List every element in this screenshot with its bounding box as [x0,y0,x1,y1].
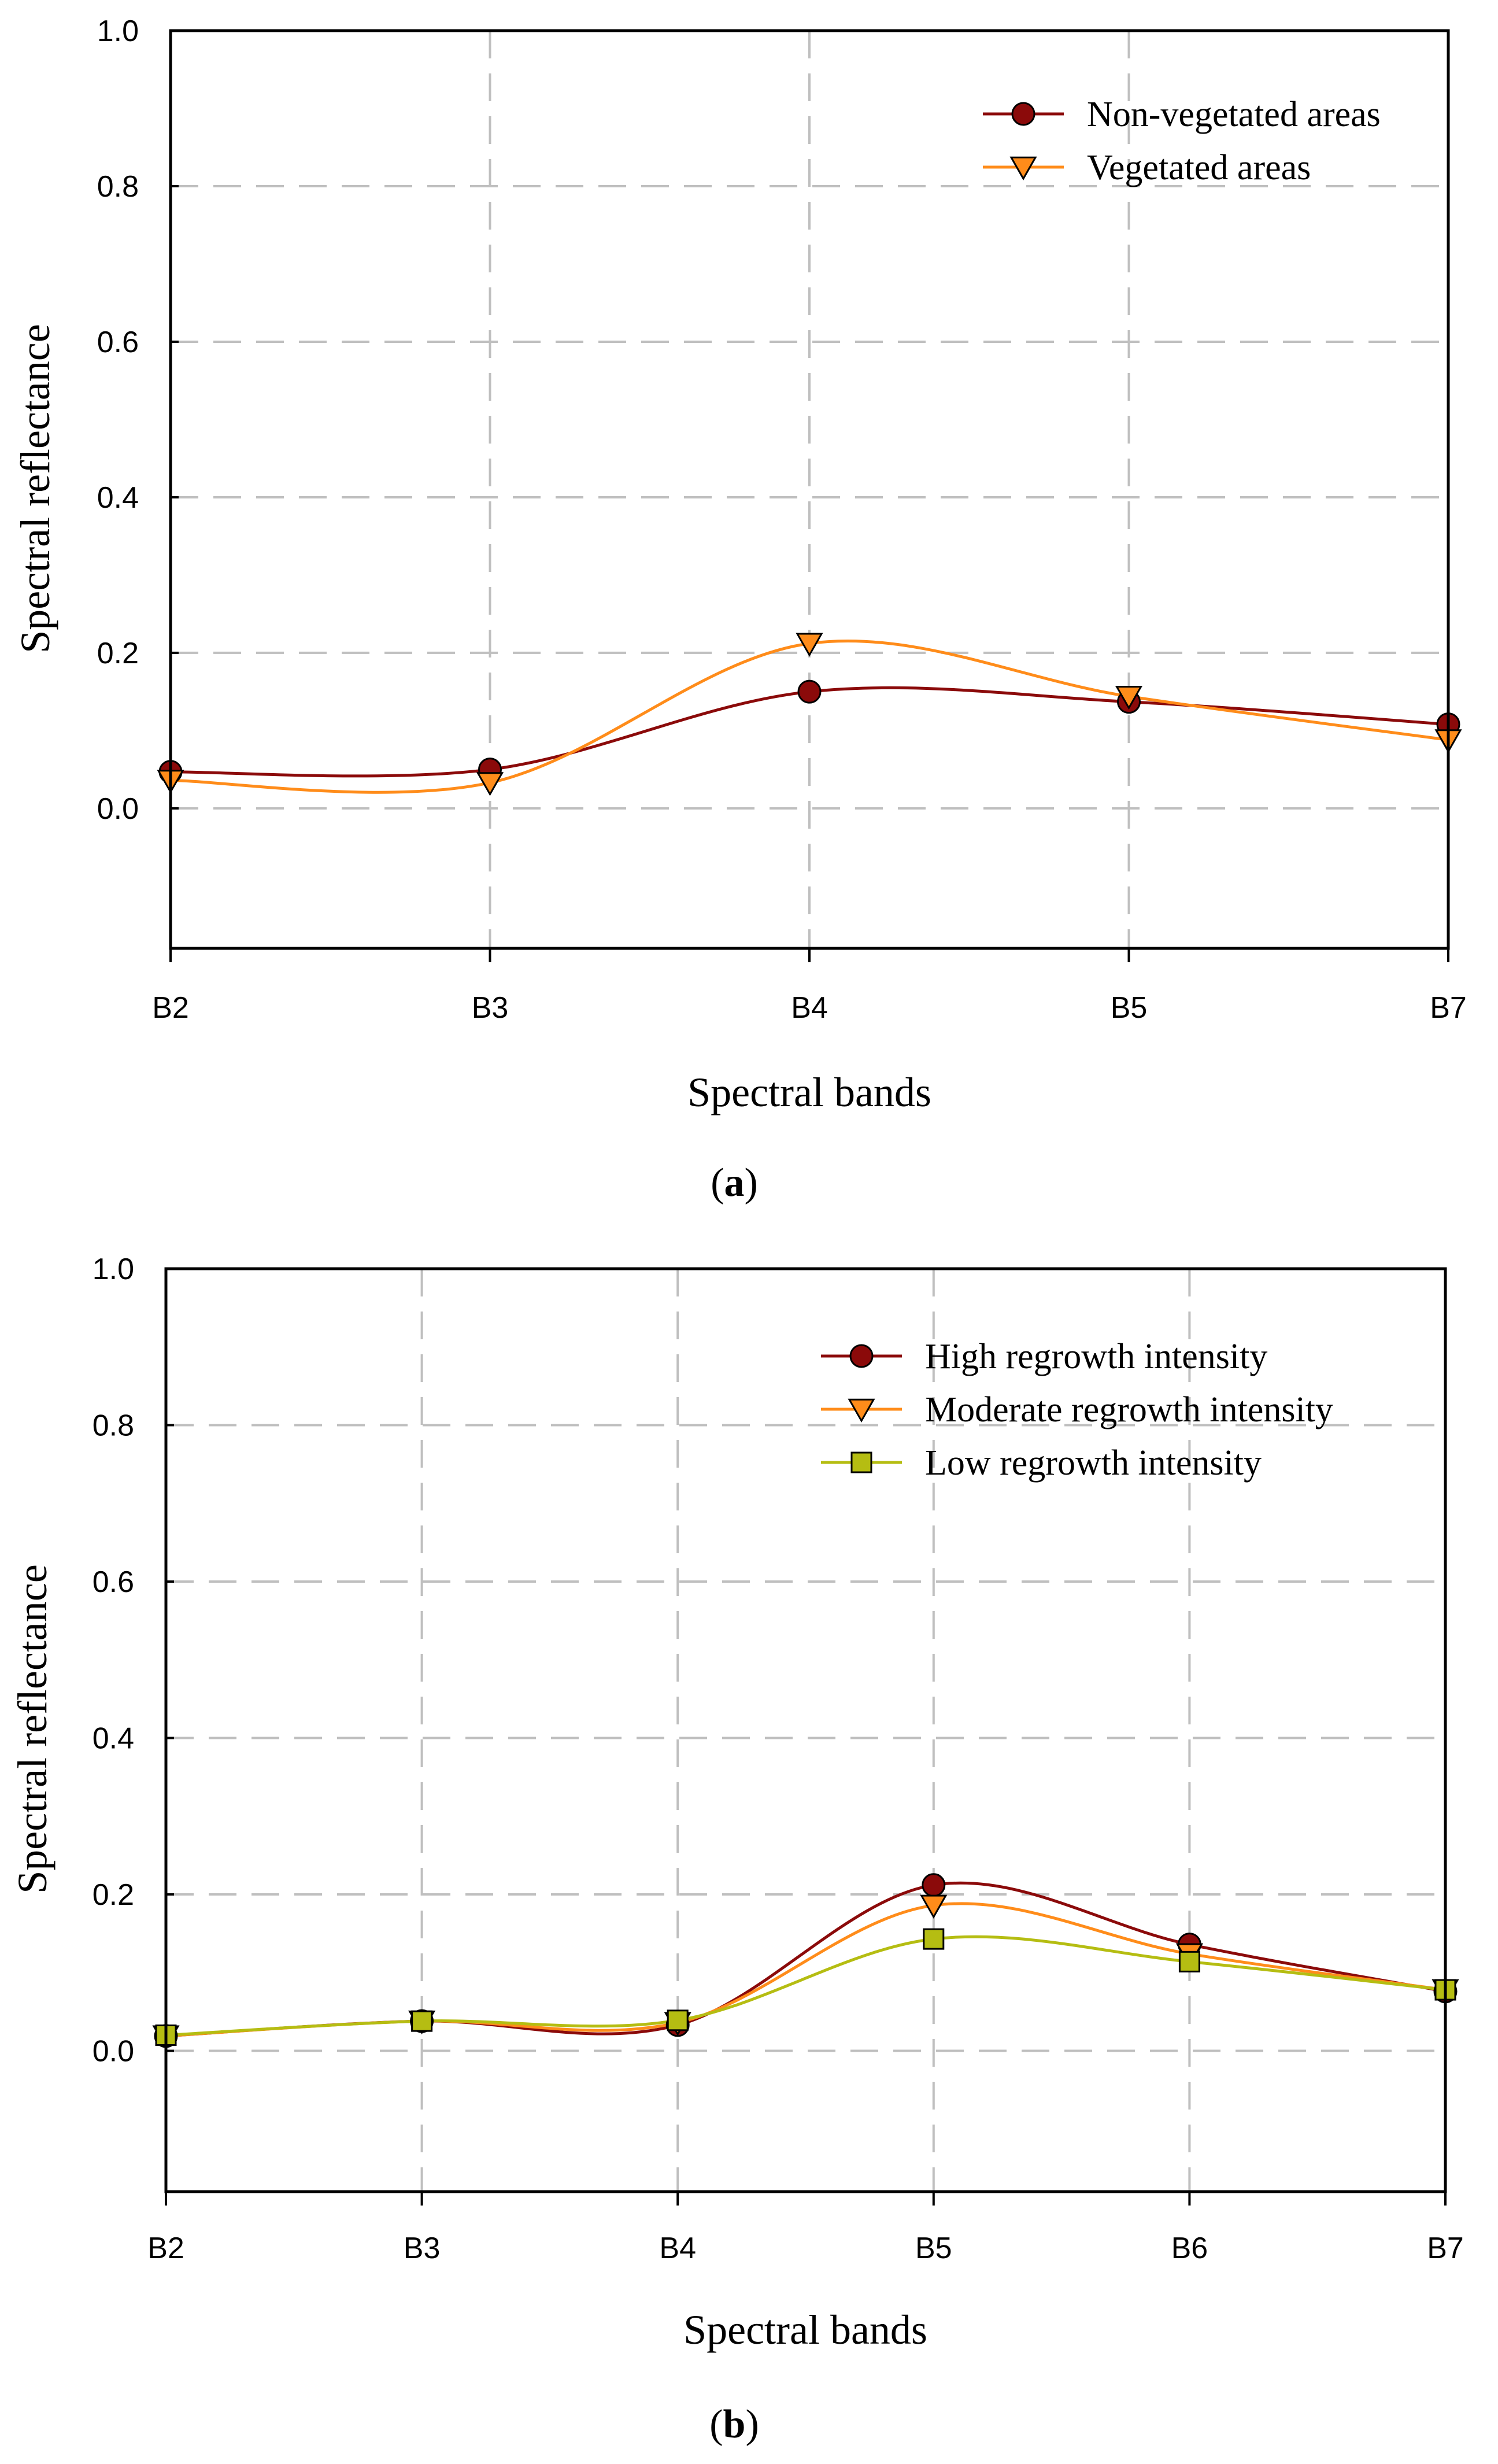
chart-b-series-2-point-2 [667,2009,689,2031]
chart-b-legend-marker-2 [850,1451,872,1473]
chart-b-series-2-point-3 [923,1928,945,1950]
chart-a-y-axis-label: Spectral reflectance [12,324,58,653]
chart-b-x-tick-label: B2 [147,2232,184,2265]
chart-b-x-tick-label: B5 [915,2232,952,2265]
chart-a-x-tick-label: B4 [791,991,828,1025]
chart-b-legend-label-2: Low regrowth intensity [925,1443,1262,1483]
chart-b-series-2-point-1 [411,2010,433,2032]
chart-b-x-tick-labels: B2 B3 B4 B5 B6 B7 [147,2232,1464,2265]
chart-b-legend-marker-1 [848,1398,875,1423]
chart-a-legend: Non-vegetated areas Vegetated areas [983,95,1381,187]
chart-a-legend-label-0: Non-vegetated areas [1087,95,1381,134]
chart-a-x-tick-label: B5 [1111,991,1148,1025]
chart-a-caption: (a) [711,1161,758,1205]
chart-b-y-tick-label: 0.0 [93,2035,134,2068]
chart-b-y-tick-labels: 0.0 0.2 0.4 0.6 0.8 1.0 [93,1253,134,2068]
chart-a-series-0-point-2 [797,679,822,704]
chart-b-legend: High regrowth intensity Moderate regrowth… [821,1337,1333,1483]
chart-a-series-1-point-3 [1115,685,1143,710]
chart-a-series-1-point-2 [796,633,823,657]
chart-a-y-tick-label: 0.0 [97,792,139,826]
chart-a-legend-marker-0 [1011,102,1035,126]
chart-b-y-axis-label: Spectral reflectance [9,1564,56,1894]
chart-a-legend-marker-1 [1009,156,1037,180]
chart-a-y-tick-label: 0.4 [97,481,139,515]
chart-b-legend-label-0: High regrowth intensity [925,1337,1267,1376]
chart-b-grid [166,1269,1445,2192]
chart-b-x-tick-label: B4 [659,2232,696,2265]
chart-b-y-tick-label: 0.2 [93,1878,134,1912]
chart-a-legend-label-1: Vegetated areas [1087,148,1311,187]
chart-b-y-tick-label: 0.8 [93,1409,134,1443]
chart-b-series-2-point-4 [1178,1950,1200,1972]
chart-a-y-tick-labels: 0.0 0.2 0.4 0.6 0.8 1.0 [97,14,139,826]
chart-b-x-tick-label: B6 [1171,2232,1208,2265]
chart-a-axes [169,29,1450,962]
chart-b-caption: (b) [709,2402,759,2447]
chart-b-series-0-point-3 [922,1873,946,1897]
chart-a-x-tick-label: B7 [1430,991,1467,1025]
chart-a-y-tick-label: 1.0 [97,14,139,48]
chart-a-x-tick-label: B2 [152,991,189,1025]
chart-b-plot-frame [164,1267,1447,2193]
chart-a-x-tick-label: B3 [472,991,509,1025]
chart-b-y-tick-label: 0.4 [93,1722,134,1756]
chart-b-series-1-point-3 [920,1894,948,1919]
chart-b-legend-marker-0 [849,1344,874,1368]
chart-a-series-1-point-1 [476,772,504,796]
chart-b-series-lines [165,1881,1446,2038]
chart-a-x-tick-labels: B2 B3 B4 B5 B7 [152,991,1467,1025]
chart-b-x-tick-label: B7 [1427,2232,1464,2265]
chart-b-legend-label-1: Moderate regrowth intensity [925,1390,1333,1429]
chart-a-x-axis-label: Spectral bands [687,1069,931,1115]
chart-b-series-line-2 [165,1935,1446,2037]
chart-a: 0.0 0.2 0.4 0.6 0.8 1.0 B2 B3 B4 B5 B7 Spectral b… [12,14,1467,1205]
chart-a-y-tick-label: 0.6 [97,326,139,359]
chart-a-plot-frame [169,29,1450,950]
chart-a-y-tick-label: 0.8 [97,170,139,204]
chart-b: 0.0 0.2 0.4 0.6 0.8 1.0 B2 B3 B4 B5 B6 B7 Spectral… [9,1253,1464,2447]
chart-b-x-tick-label: B3 [404,2232,441,2265]
chart-b-y-tick-label: 0.6 [93,1565,134,1599]
chart-a-y-tick-label: 0.2 [97,637,139,670]
chart-b-y-tick-label: 1.0 [93,1253,134,1286]
chart-b-axes [164,1267,1447,2206]
chart-a-grid [171,31,1448,948]
chart-b-x-axis-label: Spectral bands [683,2307,927,2353]
